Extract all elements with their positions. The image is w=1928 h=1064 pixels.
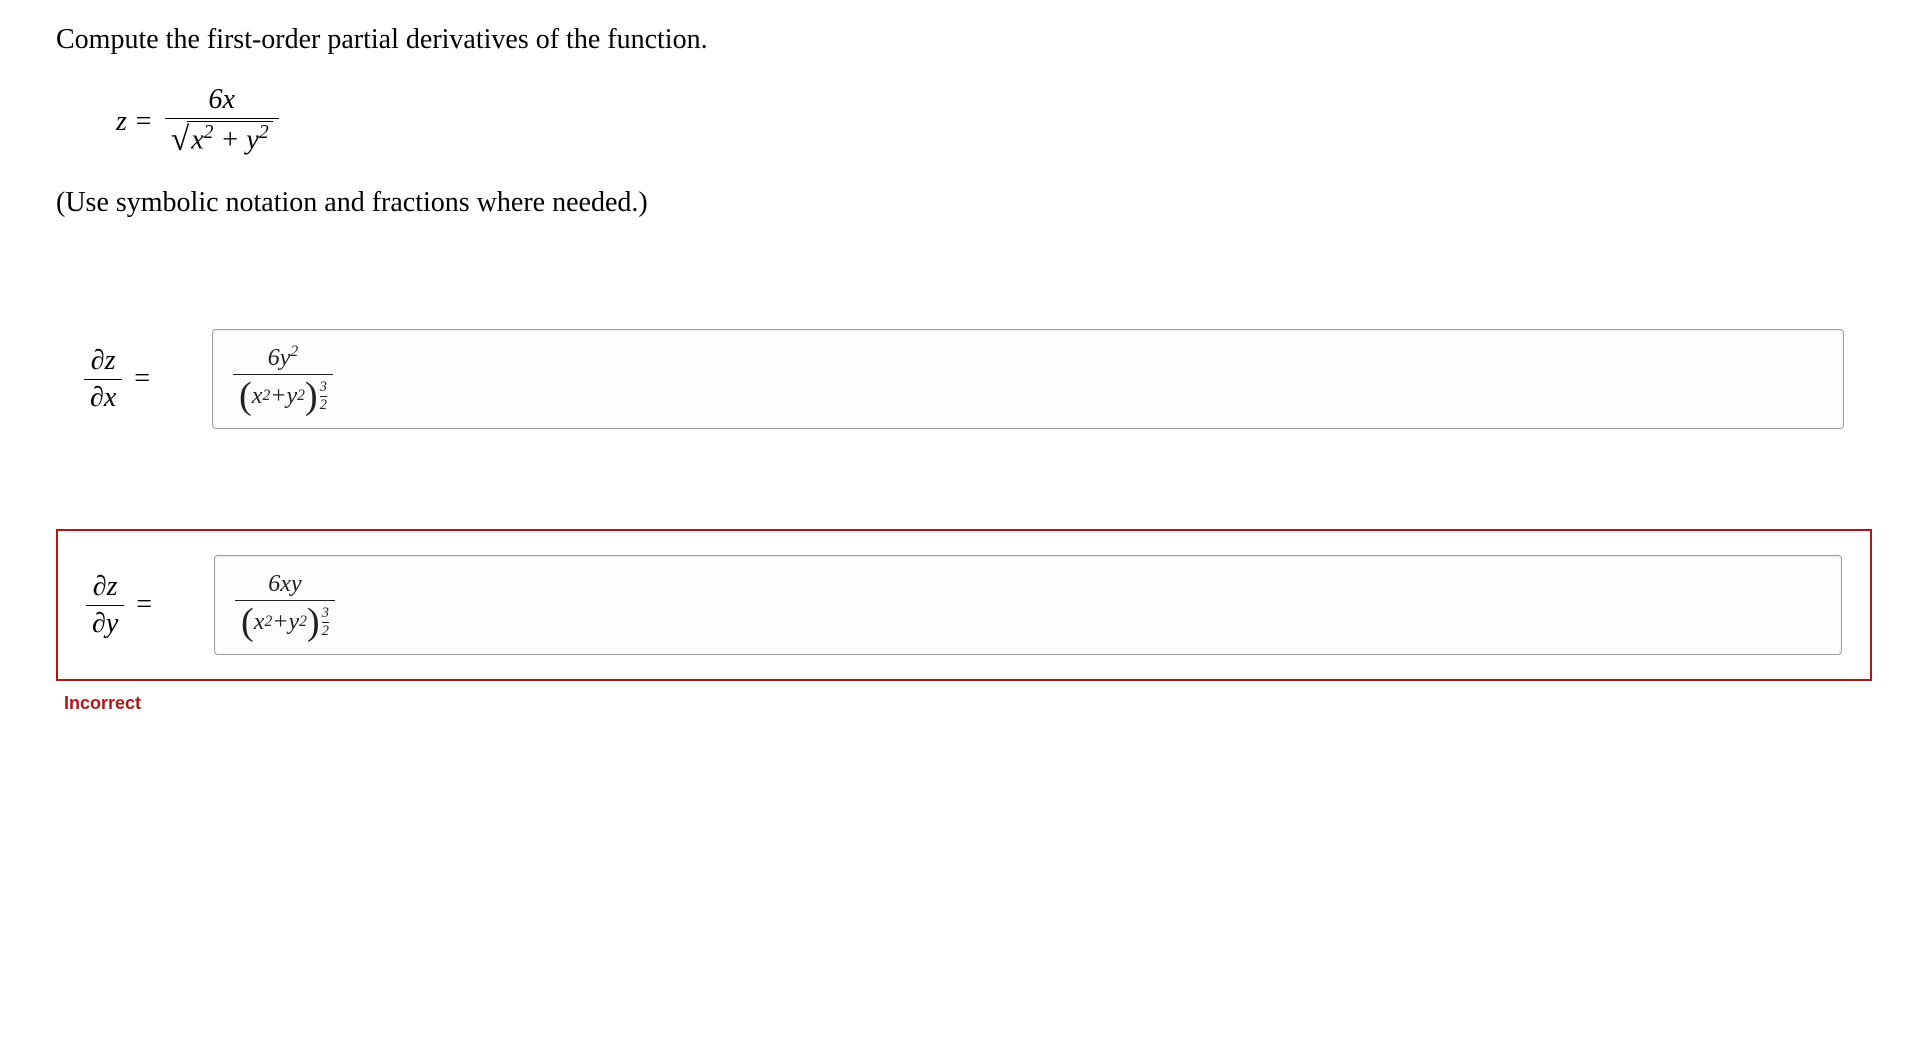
sqrt-radicand: x2 + y2 <box>187 121 272 156</box>
answer2-fraction: 6xy ( x2 + y2 ) 3 2 <box>235 569 335 641</box>
fraction-bar <box>165 118 279 119</box>
partial-dz-dx: ∂z ∂x <box>84 345 122 414</box>
partial-num: ∂z <box>87 571 124 603</box>
right-paren-icon: ) <box>305 377 318 415</box>
answer2-base-b: y <box>288 609 299 636</box>
answer1-fraction: 6y2 ( x2 + y2 ) 3 2 <box>233 343 333 415</box>
answer1-exp-den: 2 <box>320 397 327 414</box>
fraction-bar <box>84 379 122 380</box>
equation-numerator: 6x <box>202 84 240 116</box>
partial-den: ∂y <box>86 608 124 640</box>
answer2-exp-num: 3 <box>322 605 329 622</box>
answer2-num-text: 6xy <box>268 571 301 597</box>
answer-row-dz-dy: ∂z ∂y = 6xy ( x2 + y2 ) 3 <box>56 529 1872 681</box>
equation-definition: z = 6x √ x2 + y2 <box>116 84 1872 159</box>
radicand-x-exp: 2 <box>204 122 214 143</box>
problem-container: Compute the first-order partial derivati… <box>0 0 1928 754</box>
answer2-base-a-sup: 2 <box>264 613 272 631</box>
radicand-plus: + <box>213 124 246 155</box>
answer-input-dz-dx[interactable]: 6y2 ( x2 + y2 ) 3 2 <box>212 329 1844 429</box>
partial-num: ∂z <box>85 345 122 377</box>
equation-denominator: √ x2 + y2 <box>165 121 279 159</box>
answer2-denominator: ( x2 + y2 ) 3 2 <box>235 603 335 641</box>
answer1-num-sup: 2 <box>290 343 298 360</box>
answer1-base-b-sup: 2 <box>297 387 305 405</box>
answer2-paren-expr: ( x2 + y2 ) 3 2 <box>241 603 329 641</box>
answer1-base-a-sup: 2 <box>262 387 270 405</box>
answer-row-dz-dx: ∂z ∂x = 6y2 ( x2 + y2 ) 3 <box>56 319 1872 439</box>
answer2-exp-den: 2 <box>322 623 329 640</box>
radicand-y-exp: 2 <box>259 122 269 143</box>
answer2-numerator: 6xy <box>262 569 307 598</box>
left-paren-icon: ( <box>241 603 254 641</box>
equation-fraction: 6x √ x2 + y2 <box>165 84 279 159</box>
partial-den: ∂x <box>84 382 122 414</box>
answer1-exp-num: 3 <box>320 379 327 396</box>
lhs-dz-dx: ∂z ∂x = <box>84 345 194 414</box>
radicand-x: x <box>191 124 203 155</box>
fraction-bar <box>86 605 124 606</box>
equation-lhs: z = <box>116 106 153 138</box>
answer-input-dz-dy[interactable]: 6xy ( x2 + y2 ) 3 2 <box>214 555 1842 655</box>
answer1-num-text: 6y <box>268 345 291 371</box>
answer1-denominator: ( x2 + y2 ) 3 2 <box>233 377 333 415</box>
answer1-numerator: 6y2 <box>262 343 304 372</box>
answer2-base-a: x <box>254 609 265 636</box>
incorrect-label: Incorrect <box>64 693 1872 714</box>
equals-sign: = <box>136 589 152 621</box>
partial-dz-dy: ∂z ∂y <box>86 571 124 640</box>
equals-sign: = <box>134 363 150 395</box>
answer2-base-b-sup: 2 <box>299 613 307 631</box>
answer2-plus: + <box>272 609 288 636</box>
radicand-y: y <box>246 124 258 155</box>
answer1-base-b: y <box>286 383 297 410</box>
instruction-text: (Use symbolic notation and fractions whe… <box>56 187 1872 219</box>
sqrt-expression: √ x2 + y2 <box>171 121 273 159</box>
answer1-exponent: 3 2 <box>320 379 327 414</box>
answer2-exponent: 3 2 <box>322 605 329 640</box>
answer1-plus: + <box>270 383 286 410</box>
left-paren-icon: ( <box>239 377 252 415</box>
lhs-dz-dy: ∂z ∂y = <box>86 571 196 640</box>
answer1-base-a: x <box>252 383 263 410</box>
answer1-paren-expr: ( x2 + y2 ) 3 2 <box>239 377 327 415</box>
right-paren-icon: ) <box>307 603 320 641</box>
prompt-text: Compute the first-order partial derivati… <box>56 24 1872 56</box>
